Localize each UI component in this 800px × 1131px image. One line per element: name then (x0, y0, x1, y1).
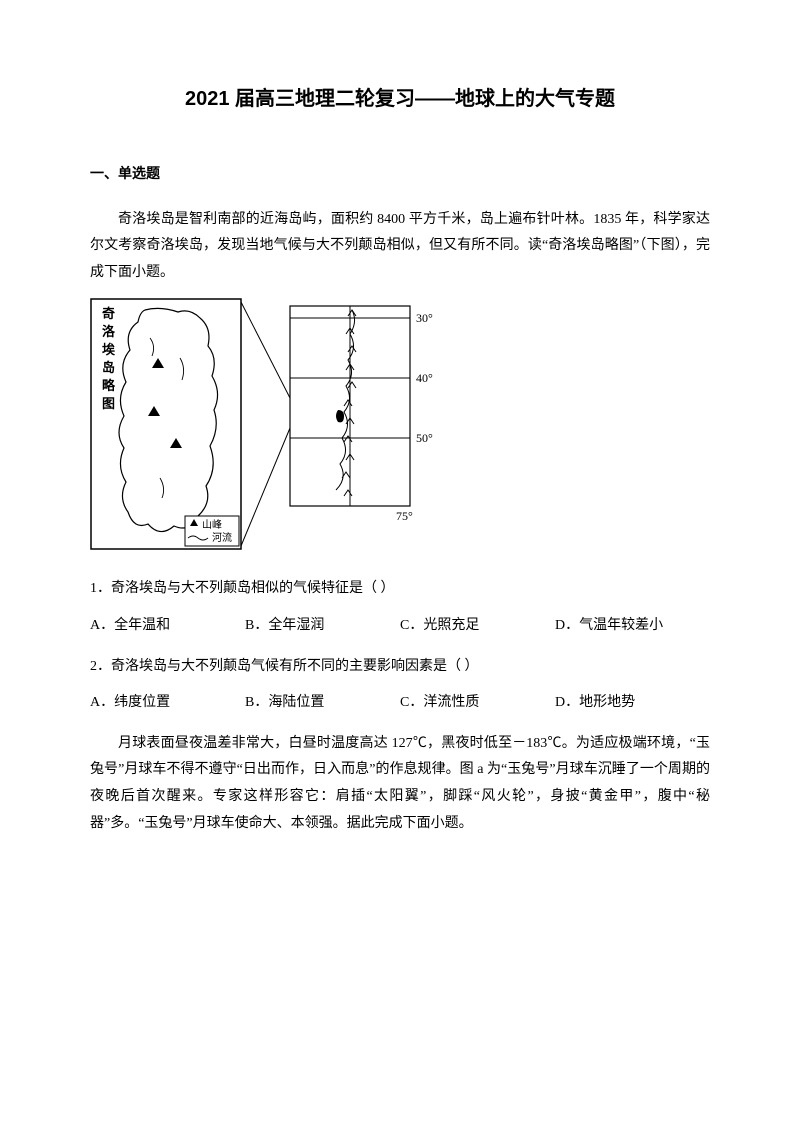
svg-text:洛: 洛 (102, 324, 116, 339)
legend-peak-label: 山峰 (202, 519, 222, 531)
q1-option-a: A．全年温和 (90, 613, 245, 640)
svg-text:略: 略 (102, 378, 116, 393)
q1-option-b: B．全年湿润 (245, 613, 400, 640)
lat-50: 50° (416, 431, 433, 445)
svg-text:图: 图 (102, 396, 115, 411)
svg-text:岛: 岛 (102, 360, 115, 375)
lat-30: 30° (416, 311, 433, 325)
passage-2: 月球表面昼夜温差非常大，白昼时温度高达 127℃，黑夜时低至－183℃。为适应极… (90, 731, 710, 837)
question-1-options: A．全年温和 B．全年湿润 C．光照充足 D．气温年较差小 (90, 613, 710, 640)
question-2-options: A．纬度位置 B．海陆位置 C．洋流性质 D．地形地势 (90, 690, 710, 717)
legend-river-label: 河流 (212, 531, 232, 544)
q2-option-a: A．纬度位置 (90, 690, 245, 717)
svg-text:奇: 奇 (102, 306, 115, 321)
q1-option-c: C．光照充足 (400, 613, 555, 640)
q2-option-d: D．地形地势 (555, 690, 710, 717)
q2-option-c: C．洋流性质 (400, 690, 555, 717)
q2-option-b: B．海陆位置 (245, 690, 400, 717)
lon-75: 75° (396, 509, 413, 523)
q1-option-d: D．气温年较差小 (555, 613, 710, 640)
question-1-stem: 1．奇洛埃岛与大不列颠岛相似的气候特征是（ ） (90, 576, 710, 603)
passage-1: 奇洛埃岛是智利南部的近海岛屿，面积约 8400 平方千米，岛上遍布针叶林。183… (90, 207, 710, 287)
section-heading: 一、单选题 (90, 162, 710, 189)
question-2-stem: 2．奇洛埃岛与大不列颠岛气候有所不同的主要影响因素是（ ） (90, 654, 710, 681)
lat-40: 40° (416, 371, 433, 385)
svg-text:埃: 埃 (102, 342, 116, 357)
page-title: 2021 届高三地理二轮复习——地球上的大气专题 (90, 80, 710, 118)
figure-chiloe-map: 奇 洛 埃 岛 略 图 山峰 河流 30° 40° 50° 75° (90, 298, 710, 558)
